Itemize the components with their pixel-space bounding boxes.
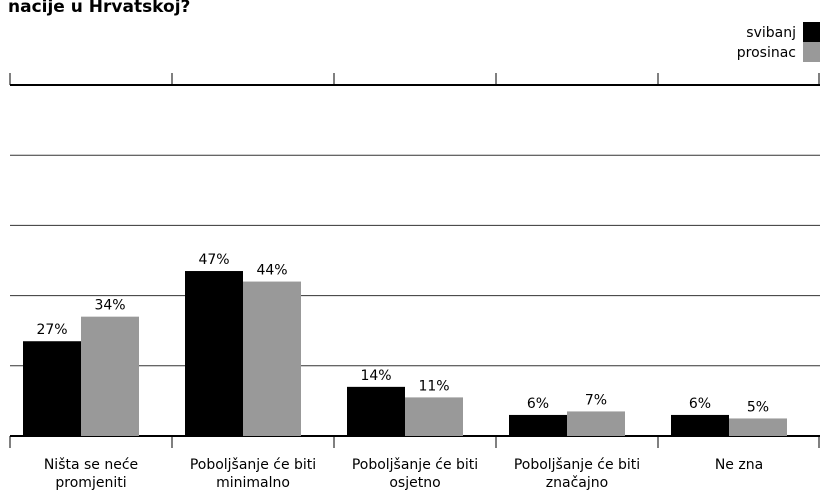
value-label: 14% bbox=[360, 368, 391, 384]
value-label: 47% bbox=[198, 252, 229, 268]
value-label: 34% bbox=[94, 298, 125, 314]
bar bbox=[81, 316, 139, 436]
bar bbox=[671, 414, 729, 436]
legend-label: svibanj bbox=[746, 25, 796, 41]
x-tick-label: Ništa se neće promjeniti bbox=[43, 457, 139, 491]
legend-label: prosinac bbox=[737, 45, 796, 61]
value-label: 6% bbox=[689, 396, 711, 412]
legend-swatch bbox=[803, 42, 820, 62]
chart-title: nacije u Hrvatskoj? bbox=[8, 0, 190, 17]
value-label: 44% bbox=[256, 263, 287, 279]
x-tick-label: Poboljšanje će biti minimalno bbox=[189, 457, 317, 491]
bar bbox=[509, 414, 567, 436]
legend-swatch bbox=[803, 22, 820, 42]
value-label: 27% bbox=[36, 322, 67, 338]
x-tick-label: Poboljšanje će biti značajno bbox=[513, 457, 641, 491]
bar bbox=[243, 281, 301, 436]
value-label: 11% bbox=[418, 378, 449, 394]
bar bbox=[729, 418, 787, 436]
bar bbox=[567, 411, 625, 436]
bar bbox=[405, 397, 463, 436]
bar bbox=[185, 271, 243, 436]
value-label: 7% bbox=[585, 392, 607, 408]
bar bbox=[23, 341, 81, 436]
bar bbox=[347, 386, 405, 436]
value-label: 5% bbox=[747, 399, 769, 415]
value-label: 6% bbox=[527, 396, 549, 412]
x-tick-label: Ne zna bbox=[714, 457, 764, 473]
x-tick-label: Poboljšanje će biti osjetno bbox=[351, 457, 479, 491]
